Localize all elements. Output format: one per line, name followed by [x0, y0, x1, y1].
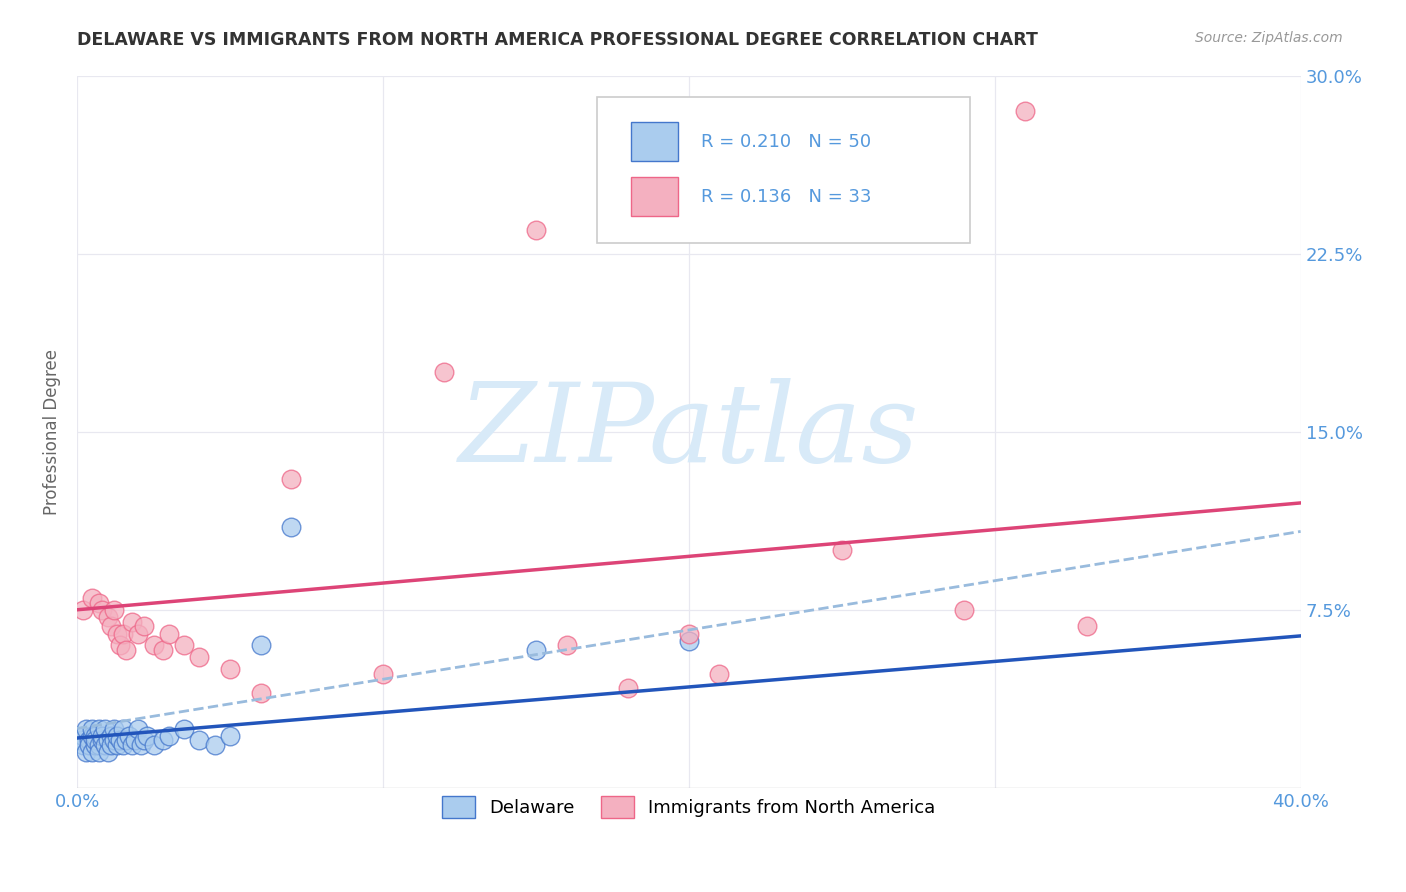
Point	[136, 729, 159, 743]
Point	[280, 519, 302, 533]
Point	[82, 745, 104, 759]
Point	[93, 738, 115, 752]
Point	[100, 729, 122, 743]
Point	[555, 639, 578, 653]
Point	[1076, 619, 1098, 633]
Point	[127, 722, 149, 736]
Point	[87, 722, 110, 736]
Point	[142, 738, 165, 752]
Point	[134, 733, 156, 747]
Point	[131, 738, 153, 752]
Point	[75, 745, 97, 759]
Point	[121, 738, 143, 752]
Point	[433, 365, 456, 379]
Point	[204, 738, 226, 752]
Point	[108, 733, 131, 747]
Point	[87, 596, 110, 610]
Point	[100, 738, 122, 752]
Point	[84, 729, 107, 743]
Point	[709, 666, 731, 681]
Point	[97, 610, 120, 624]
Point	[249, 686, 271, 700]
Point	[97, 733, 120, 747]
Point	[157, 729, 180, 743]
Point	[121, 615, 143, 629]
Point	[371, 666, 394, 681]
Point	[219, 729, 242, 743]
Point	[142, 639, 165, 653]
Point	[100, 619, 122, 633]
Point	[72, 729, 94, 743]
FancyBboxPatch shape	[631, 177, 678, 216]
Text: DELAWARE VS IMMIGRANTS FROM NORTH AMERICA PROFESSIONAL DEGREE CORRELATION CHART: DELAWARE VS IMMIGRANTS FROM NORTH AMERIC…	[77, 31, 1038, 49]
Point	[69, 733, 91, 747]
Point	[219, 662, 242, 676]
Point	[79, 738, 101, 752]
Point	[90, 733, 112, 747]
Point	[82, 591, 104, 605]
Point	[188, 733, 211, 747]
Point	[134, 619, 156, 633]
Point	[105, 626, 128, 640]
Point	[103, 603, 125, 617]
Point	[93, 722, 115, 736]
Point	[105, 738, 128, 752]
Point	[90, 729, 112, 743]
Text: Source: ZipAtlas.com: Source: ZipAtlas.com	[1195, 31, 1343, 45]
Point	[72, 738, 94, 752]
Point	[678, 633, 700, 648]
Legend: Delaware, Immigrants from North America: Delaware, Immigrants from North America	[434, 789, 943, 825]
Point	[953, 603, 976, 617]
Point	[103, 733, 125, 747]
Point	[82, 729, 104, 743]
Point	[87, 738, 110, 752]
Point	[280, 472, 302, 486]
Point	[157, 626, 180, 640]
FancyBboxPatch shape	[631, 122, 678, 161]
Point	[152, 733, 174, 747]
Point	[79, 733, 101, 747]
Text: ZIPatlas: ZIPatlas	[458, 378, 920, 485]
Point	[103, 722, 125, 736]
Point	[84, 733, 107, 747]
Point	[105, 729, 128, 743]
Point	[124, 733, 146, 747]
Point	[108, 639, 131, 653]
Point	[524, 643, 547, 657]
FancyBboxPatch shape	[598, 97, 970, 243]
Point	[111, 738, 134, 752]
Point	[90, 603, 112, 617]
Point	[678, 626, 700, 640]
Point	[1014, 104, 1036, 119]
Point	[616, 681, 638, 695]
Point	[111, 626, 134, 640]
Point	[82, 722, 104, 736]
Point	[118, 729, 141, 743]
Y-axis label: Professional Degree: Professional Degree	[44, 349, 60, 515]
Text: R = 0.210   N = 50: R = 0.210 N = 50	[702, 133, 872, 151]
Point	[173, 639, 195, 653]
Point	[249, 639, 271, 653]
Point	[75, 722, 97, 736]
Point	[115, 733, 138, 747]
Point	[188, 650, 211, 665]
Point	[524, 223, 547, 237]
Point	[84, 738, 107, 752]
Point	[152, 643, 174, 657]
Point	[72, 603, 94, 617]
Point	[97, 745, 120, 759]
Point	[173, 722, 195, 736]
Point	[115, 643, 138, 657]
Point	[111, 722, 134, 736]
Point	[831, 543, 853, 558]
Point	[87, 745, 110, 759]
Point	[127, 626, 149, 640]
Text: R = 0.136   N = 33: R = 0.136 N = 33	[702, 187, 872, 206]
